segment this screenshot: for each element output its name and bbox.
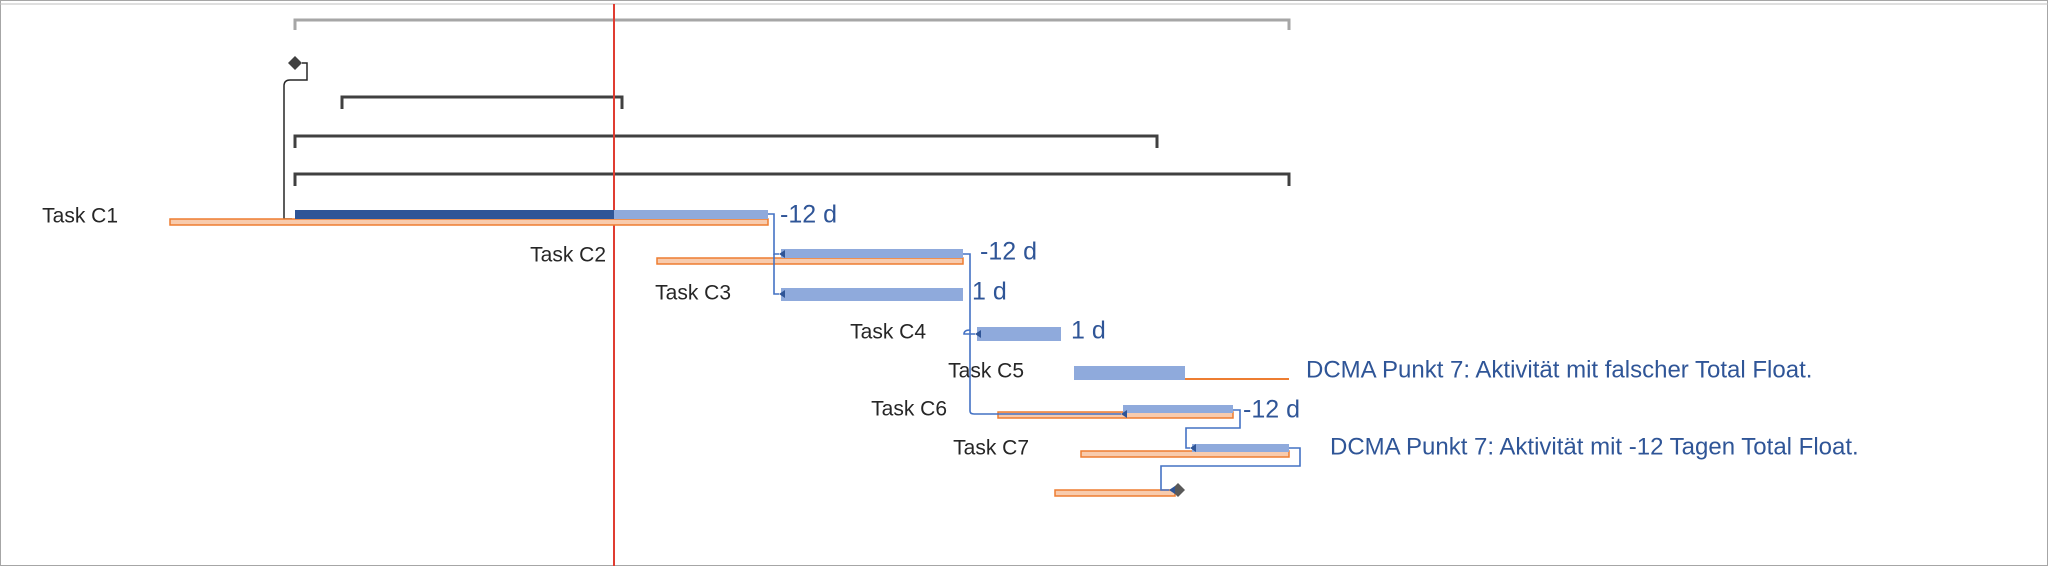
float-label: 1 d: [1071, 317, 1106, 345]
task-label: Task C3: [655, 282, 731, 305]
task-label: Task C1: [42, 205, 118, 228]
link: [1160, 447, 1301, 491]
task-label: Task C7: [953, 437, 1029, 460]
task-label: Task C4: [850, 321, 926, 344]
float-label: -12 d: [980, 238, 1037, 266]
task-bar: [781, 249, 963, 258]
summary-bracket: [340, 95, 624, 109]
baseline-bar: [1054, 489, 1176, 497]
annotation: DCMA Punkt 7: Aktivität mit -12 Tagen To…: [1330, 433, 1859, 460]
link: [969, 330, 1121, 415]
link: [773, 254, 779, 295]
task-label: Task C2: [530, 244, 606, 267]
task-bar: [1074, 366, 1185, 380]
task-bar: [977, 327, 1061, 341]
baseline-bar: [997, 411, 1234, 419]
task-label: Task C5: [948, 360, 1024, 383]
link: [768, 213, 779, 255]
baseline-bar: [1080, 450, 1290, 458]
task-bar: [781, 288, 963, 301]
link: [1185, 409, 1241, 449]
milestone: [288, 56, 302, 70]
task-label: Task C6: [871, 398, 947, 421]
project-summary: [293, 18, 1291, 30]
annotation: DCMA Punkt 7: Aktivität mit falscher Tot…: [1306, 356, 1812, 383]
float-label: -12 d: [1243, 396, 1300, 424]
float-label: 1 d: [972, 278, 1007, 306]
baseline-bar: [169, 218, 769, 226]
task-bar: [1123, 405, 1233, 413]
progress-bar: [295, 210, 614, 219]
link: [283, 62, 308, 220]
task-bar: [1192, 444, 1289, 452]
task-bar: [614, 210, 768, 219]
baseline-bar: [656, 257, 964, 265]
summary-bracket: [293, 172, 1291, 186]
float-label: -12 d: [780, 201, 837, 229]
summary-bracket: [293, 134, 1159, 148]
